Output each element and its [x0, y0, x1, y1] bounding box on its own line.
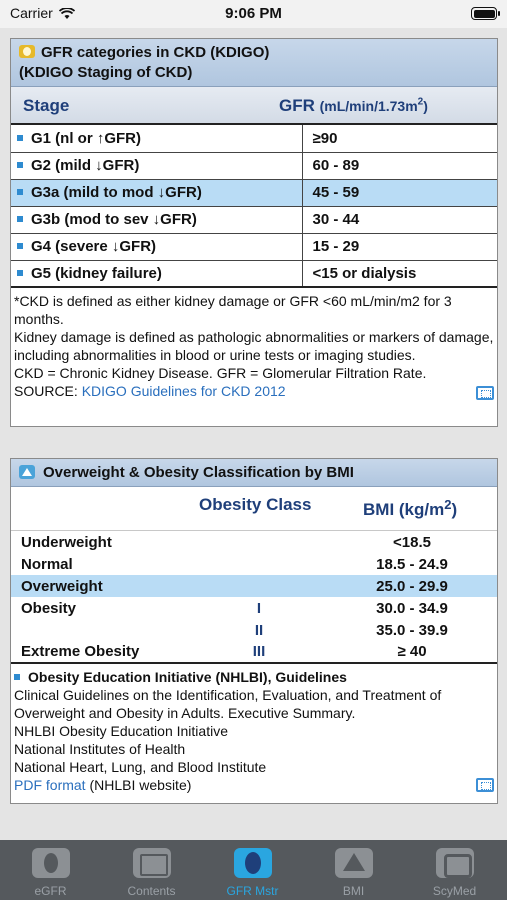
bmi-category-cell: Extreme Obesity	[11, 641, 191, 664]
bmi-category-cell: Underweight	[21, 533, 112, 551]
status-time: 9:06 PM	[225, 5, 282, 22]
obesity-class-cell: I	[256, 599, 262, 617]
gfr-value-cell: <15 or dialysis	[302, 260, 497, 288]
gfr-row: G1 (nl or ↑GFR) ≥90	[11, 125, 497, 153]
bullet-icon	[17, 189, 23, 195]
kidney-icon	[19, 45, 35, 58]
bmi-ref-line-2: NHLBI Obesity Education Initiative	[14, 723, 228, 739]
bmi-notes: Obesity Education Initiative (NHLBI), Gu…	[11, 664, 497, 794]
bmi-title: Overweight & Obesity Classification by B…	[43, 464, 354, 481]
ckd-note-2: Kidney damage is defined as pathologic a…	[14, 329, 494, 363]
gfr-value-cell: ≥90	[302, 125, 497, 153]
ckd-column-header: Stage GFR (mL/min/1.73m2)	[11, 87, 497, 125]
ckd-subtitle: (KDIGO Staging of CKD)	[19, 64, 193, 81]
gfr-stage-cell: G3b (mod to sev ↓GFR)	[11, 206, 303, 234]
bmi-card-header[interactable]: Overweight & Obesity Classification by B…	[11, 459, 497, 487]
obesity-class-cell: II	[254, 621, 264, 639]
bullet-icon	[17, 216, 23, 222]
content-scroll[interactable]: GFR categories in CKD (KDIGO) (KDIGO Sta…	[0, 28, 507, 840]
battery-icon	[471, 7, 500, 20]
gfr-value-cell: 30 - 44	[302, 206, 497, 234]
gfr-column-label: GFR (mL/min/1.73m2)	[279, 96, 428, 115]
bmi-table: Underweight <18.5 Normal 18.5 - 24.9 Overwei…	[11, 531, 497, 664]
bmi-value-cell: 18.5 - 24.9	[376, 555, 448, 573]
obesity-class-column-label: Obesity Class	[199, 495, 312, 514]
ckd-notes: *CKD is defined as either kidney damage …	[11, 288, 497, 400]
gfr-row: G3a (mild to mod ↓GFR) 45 - 59	[11, 179, 497, 207]
obesity-class-cell: III	[191, 641, 327, 664]
bmi-category-cell	[11, 619, 191, 641]
bmi-card: Overweight & Obesity Classification by B…	[10, 458, 498, 804]
bmi-ref-pdf: PDF format (NHLBI website)	[14, 777, 192, 793]
gfr-row: G2 (mild ↓GFR) 60 - 89	[11, 152, 497, 180]
contents-icon	[133, 848, 171, 878]
kidney-icon	[234, 848, 272, 878]
ckd-note-1: *CKD is defined as either kidney damage …	[14, 293, 452, 327]
bmi-ref-line-4: National Heart, Lung, and Blood Institut…	[14, 759, 267, 775]
bmi-ref-title: Obesity Education Initiative (NHLBI), Gu…	[14, 668, 494, 686]
expand-icon[interactable]	[476, 778, 494, 792]
triangle-icon	[19, 465, 35, 479]
bmi-ref-line-1: Clinical Guidelines on the Identificatio…	[14, 687, 442, 721]
egfr-icon	[32, 848, 70, 878]
bullet-icon	[14, 674, 20, 680]
bmi-row: Obesity I 30.0 - 34.9	[11, 597, 497, 619]
gfr-stage-cell: G4 (severe ↓GFR)	[11, 233, 303, 261]
ckd-title: GFR categories in CKD (KDIGO)	[41, 44, 270, 61]
bmi-value-cell: ≥ 40	[327, 641, 497, 664]
tab-gfr-mstr[interactable]: GFR Mstr	[202, 840, 303, 900]
bullet-icon	[17, 269, 23, 276]
ckd-card-header[interactable]: GFR categories in CKD (KDIGO) (KDIGO Sta…	[11, 39, 497, 87]
bmi-value-cell: 35.0 - 39.9	[376, 621, 448, 639]
obesity-class-cell	[191, 575, 327, 597]
status-bar: Carrier 9:06 PM	[0, 0, 507, 28]
bmi-row: Extreme Obesity III ≥ 40	[11, 641, 497, 664]
bullet-icon	[17, 243, 23, 249]
bmi-value-cell: 30.0 - 34.9	[376, 599, 448, 617]
ckd-card: GFR categories in CKD (KDIGO) (KDIGO Sta…	[10, 38, 498, 427]
gfr-table: G1 (nl or ↑GFR) ≥90 G2 (mild ↓GFR) 60 - 89 G…	[11, 125, 497, 288]
ckd-source: SOURCE: KDIGO Guidelines for CKD 2012	[14, 383, 286, 399]
bmi-ref-line-3: National Institutes of Health	[14, 741, 186, 757]
bmi-value-cell: 25.0 - 29.9	[327, 575, 497, 597]
bmi-row: Underweight <18.5	[11, 531, 497, 553]
gfr-row: G4 (severe ↓GFR) 15 - 29	[11, 233, 497, 261]
bmi-row: Normal 18.5 - 24.9	[11, 553, 497, 575]
ckd-note-3: CKD = Chronic Kidney Disease. GFR = Glom…	[14, 365, 427, 381]
kdigo-link[interactable]: KDIGO Guidelines for CKD 2012	[81, 383, 286, 399]
obesity-class-cell	[191, 553, 327, 575]
bullet-icon	[17, 134, 23, 141]
gfr-stage-cell: G2 (mild ↓GFR)	[11, 152, 303, 180]
bmi-row: II 35.0 - 39.9	[11, 619, 497, 641]
gfr-row: G5 (kidney failure) <15 or dialysis	[11, 260, 497, 288]
bmi-category-cell: Obesity	[21, 599, 77, 617]
bullet-icon	[17, 162, 23, 168]
wifi-icon	[58, 8, 75, 19]
scymed-icon	[436, 848, 474, 878]
bmi-category-cell: Normal	[21, 555, 73, 573]
gfr-value-cell: 45 - 59	[302, 179, 497, 207]
pdf-link[interactable]: PDF format	[14, 777, 86, 793]
bmi-column-label: BMI (kg/m2)	[363, 497, 458, 519]
tab-contents[interactable]: Contents	[101, 840, 202, 900]
stage-column-label: Stage	[23, 96, 70, 115]
tab-bmi[interactable]: BMI	[303, 840, 404, 900]
gfr-value-cell: 15 - 29	[302, 233, 497, 261]
bmi-column-header: Obesity Class BMI (kg/m2)	[11, 487, 497, 531]
gfr-stage-cell: G1 (nl or ↑GFR)	[11, 125, 303, 153]
tab-bar: eGFR Contents GFR Mstr BMI ScyMed	[0, 840, 507, 900]
tab-scymed[interactable]: ScyMed	[404, 840, 505, 900]
gfr-value-cell: 60 - 89	[302, 152, 497, 180]
bmi-icon	[335, 848, 373, 878]
bmi-row: Overweight 25.0 - 29.9	[11, 575, 497, 597]
carrier-label: Carrier	[10, 5, 75, 21]
bmi-category-cell: Overweight	[11, 575, 191, 597]
gfr-stage-cell: G5 (kidney failure)	[11, 260, 303, 288]
expand-icon[interactable]	[476, 386, 494, 400]
gfr-row: G3b (mod to sev ↓GFR) 30 - 44	[11, 206, 497, 234]
bmi-value-cell: <18.5	[393, 533, 431, 551]
gfr-stage-cell: G3a (mild to mod ↓GFR)	[11, 179, 303, 207]
tab-egfr[interactable]: eGFR	[0, 840, 101, 900]
obesity-class-cell	[191, 531, 327, 553]
